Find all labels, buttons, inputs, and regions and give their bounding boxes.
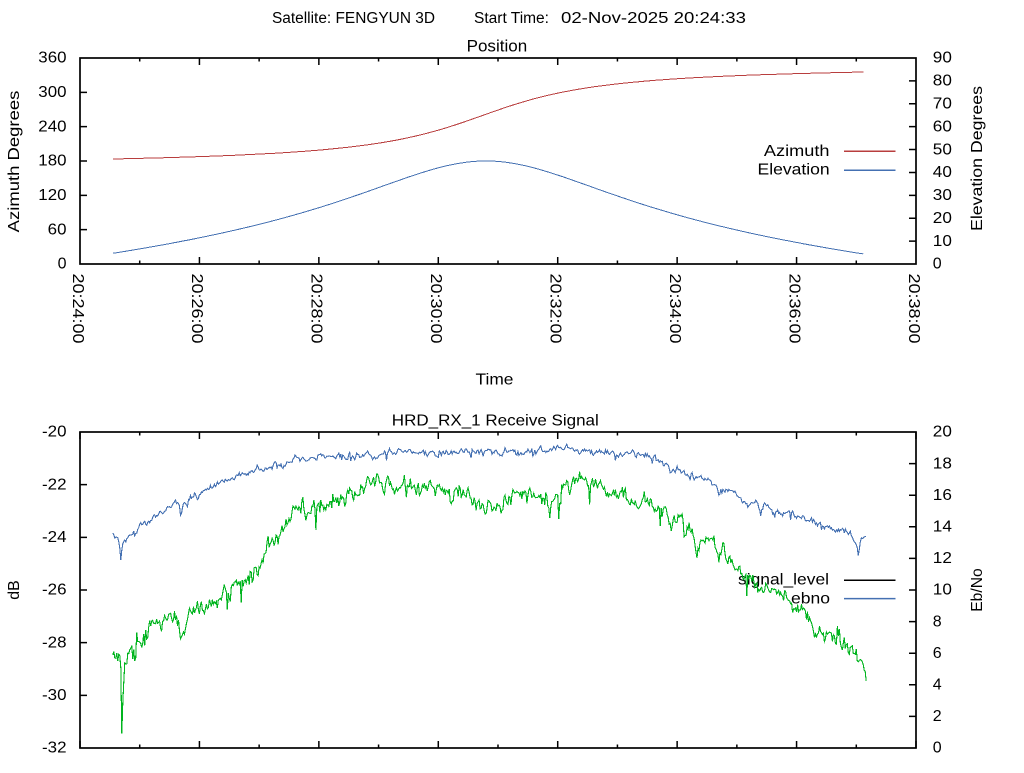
svg-text:Eb/No: Eb/No	[969, 568, 986, 612]
svg-text:20: 20	[933, 210, 952, 227]
svg-text:-30: -30	[42, 687, 67, 704]
svg-text:12: 12	[933, 550, 952, 567]
svg-text:20:24:00: 20:24:00	[69, 274, 86, 344]
svg-text:Azimuth: Azimuth	[764, 143, 830, 160]
svg-text:-24: -24	[42, 529, 67, 546]
svg-text:4: 4	[933, 677, 942, 694]
svg-text:20:30:00: 20:30:00	[427, 274, 444, 344]
svg-text:70: 70	[933, 95, 952, 112]
svg-text:30: 30	[933, 187, 952, 204]
svg-text:-32: -32	[42, 740, 67, 757]
svg-text:60: 60	[933, 118, 952, 135]
svg-text:20:32:00: 20:32:00	[547, 274, 564, 344]
svg-text:6: 6	[933, 645, 942, 662]
svg-text:-26: -26	[42, 582, 67, 599]
svg-text:120: 120	[38, 187, 66, 204]
svg-text:-22: -22	[42, 476, 67, 493]
svg-text:ebno: ebno	[791, 590, 830, 607]
svg-text:240: 240	[38, 118, 66, 135]
svg-text:Position: Position	[467, 38, 528, 56]
svg-text:dB: dB	[6, 580, 23, 600]
svg-text:0: 0	[933, 740, 942, 757]
svg-text:20:26:00: 20:26:00	[188, 274, 205, 344]
svg-text:360: 360	[38, 50, 66, 67]
svg-text:Elevation Degrees: Elevation Degrees	[969, 86, 986, 231]
svg-text:0: 0	[58, 256, 67, 273]
svg-text:02-Nov-2025 20:24:33: 02-Nov-2025 20:24:33	[561, 10, 746, 27]
svg-text:80: 80	[933, 73, 952, 90]
svg-text:20:34:00: 20:34:00	[666, 274, 683, 344]
svg-text:90: 90	[933, 50, 952, 67]
svg-text:Time: Time	[476, 372, 514, 389]
svg-text:50: 50	[933, 141, 952, 158]
svg-text:180: 180	[38, 153, 66, 170]
svg-text:-28: -28	[42, 634, 67, 651]
svg-text:Start Time:: Start Time:	[474, 10, 549, 27]
svg-text:2: 2	[933, 708, 942, 725]
svg-text:18: 18	[933, 455, 952, 472]
svg-text:Azimuth Degrees: Azimuth Degrees	[6, 91, 23, 233]
svg-text:300: 300	[38, 84, 66, 101]
svg-text:10: 10	[933, 582, 952, 599]
svg-text:Elevation: Elevation	[758, 162, 830, 179]
svg-text:-20: -20	[42, 424, 67, 441]
svg-text:40: 40	[933, 164, 952, 181]
svg-text:20:28:00: 20:28:00	[308, 274, 325, 344]
svg-text:14: 14	[933, 519, 952, 536]
svg-text:Satellite: FENGYUN 3D: Satellite: FENGYUN 3D	[272, 10, 435, 27]
svg-text:16: 16	[933, 487, 952, 504]
svg-text:20:36:00: 20:36:00	[785, 274, 802, 344]
svg-text:20:38:00: 20:38:00	[905, 274, 922, 344]
svg-text:8: 8	[933, 613, 942, 630]
svg-text:20: 20	[933, 424, 952, 441]
svg-text:HRD_RX_1 Receive Signal: HRD_RX_1 Receive Signal	[392, 413, 599, 430]
svg-text:signal_level: signal_level	[738, 572, 829, 589]
svg-text:10: 10	[933, 233, 952, 250]
svg-text:0: 0	[933, 256, 942, 273]
svg-text:60: 60	[48, 221, 67, 238]
